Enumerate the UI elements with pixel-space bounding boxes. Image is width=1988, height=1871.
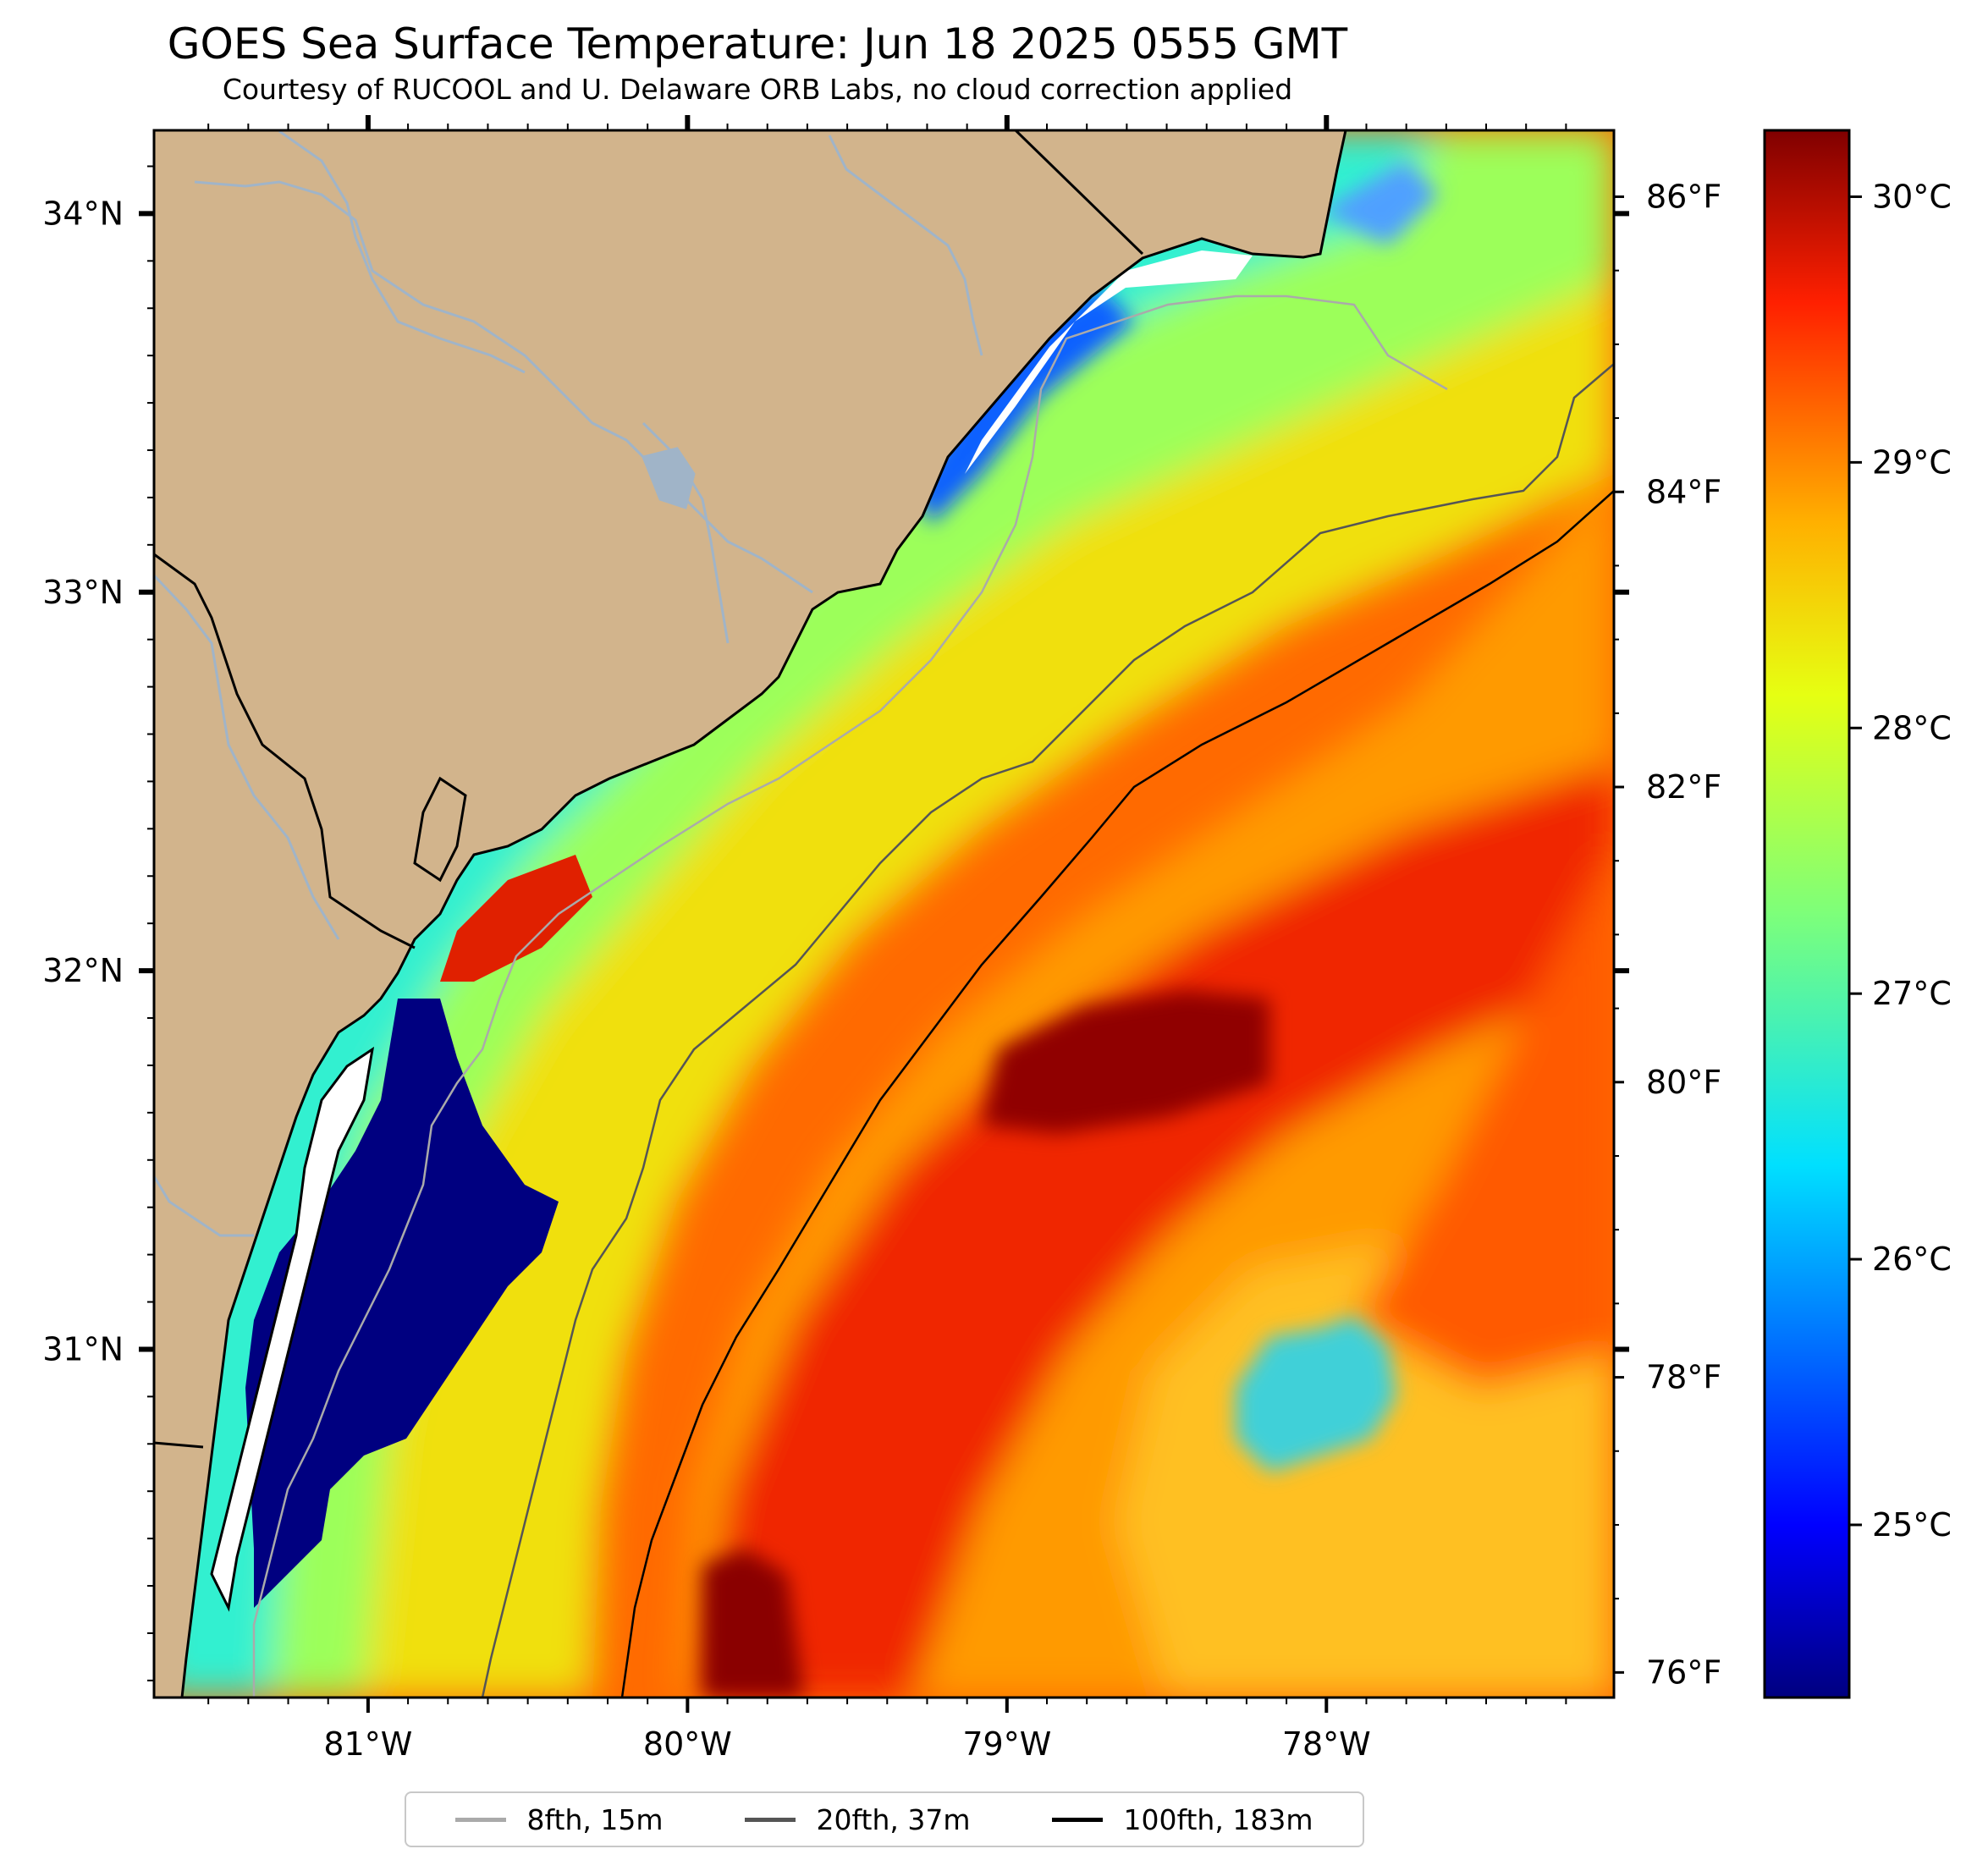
land-mass: [154, 130, 1347, 1698]
estuary: [210, 1046, 375, 1612]
colorbar-ticks: 25°C 26°C 27°C 28°C 29°C 30°C: [1849, 178, 1952, 1544]
isobath-100fth: [620, 490, 1614, 1698]
lat-tick-label: 34°N: [42, 195, 124, 232]
sst-red-nearshore: [440, 855, 592, 982]
longitude-ticks: 81°W 80°W 79°W 78°W: [207, 115, 1567, 1763]
sst-field: [154, 130, 1614, 1698]
colorbar-tick-label: 29°C: [1872, 443, 1952, 481]
f-tick-label: 86°F: [1646, 178, 1721, 215]
map-title: GOES Sea Surface Temperature: Jun 18 202…: [167, 19, 1348, 69]
lake: [641, 447, 696, 509]
boundary-sc-nc: [1014, 130, 1144, 256]
lon-tick-label: 80°W: [643, 1725, 732, 1763]
legend-label: 20fth, 37m: [816, 1802, 971, 1836]
lon-tick-label: 78°W: [1282, 1725, 1371, 1763]
boundary-fl-ga: [154, 1441, 204, 1449]
legend-item: 100fth, 183m: [1052, 1803, 1313, 1836]
sst-cold-upwelling: [245, 999, 559, 1608]
f-tick-label: 78°F: [1646, 1359, 1721, 1396]
rivers: [154, 130, 983, 1237]
f-tick-label: 80°F: [1646, 1064, 1721, 1101]
legend-item: 20fth, 37m: [745, 1803, 970, 1836]
river-5: [154, 574, 340, 940]
legend-swatch: [1052, 1817, 1104, 1822]
legend-swatch: [455, 1817, 507, 1822]
river-2: [278, 130, 526, 374]
boundary-ga-sc: [154, 553, 416, 949]
colorbar-tick-label: 25°C: [1872, 1506, 1952, 1544]
f-tick-label: 84°F: [1646, 473, 1721, 510]
sst-core-darkred: [982, 990, 1269, 1134]
sst-cold-nearshore-2: [1320, 161, 1439, 245]
map-frame: [152, 129, 1616, 1699]
fahrenheit-ticks: 76°F 78°F 80°F 82°F 84°F 86°F: [1614, 178, 1721, 1691]
lon-tick-label: 79°W: [962, 1725, 1051, 1763]
legend-swatch: [745, 1817, 796, 1822]
map-subtitle: Courtesy of RUCOOL and U. Delaware ORB L…: [222, 73, 1293, 106]
sst-east-orange: [1354, 846, 1614, 1388]
colorbar-tick-label: 28°C: [1872, 709, 1952, 746]
legend-label: 100fth, 183m: [1123, 1802, 1313, 1836]
sst-cold-eddy: [1236, 1316, 1396, 1472]
land: [154, 130, 1347, 1698]
colorbar: [1763, 129, 1851, 1699]
isobaths: [252, 294, 1614, 1698]
lon-tick-label: 81°W: [323, 1725, 412, 1763]
legend-item: 8fth, 15m: [455, 1802, 664, 1836]
isobath-8fth: [252, 294, 1448, 1698]
f-tick-label: 82°F: [1646, 768, 1721, 806]
colorbar-tick-label: 30°C: [1872, 178, 1952, 215]
colorbar-tick-label: 26°C: [1872, 1241, 1952, 1278]
colorbar-tick-label: 27°C: [1872, 975, 1952, 1012]
river-4: [828, 135, 983, 356]
isobath-20fth: [481, 363, 1614, 1698]
lat-tick-label: 32°N: [42, 952, 124, 989]
island-barrier: [413, 776, 467, 883]
latitude-ticks: 31°N 32°N 33°N 34°N: [42, 165, 1629, 1681]
sst-gulfstream-red: [694, 762, 1614, 1698]
isobath-legend: 8fth, 15m 20fth, 37m 100fth, 183m: [405, 1791, 1364, 1847]
lat-tick-label: 31°N: [42, 1330, 124, 1367]
legend-label: 8fth, 15m: [526, 1802, 664, 1836]
lat-tick-label: 33°N: [42, 574, 124, 611]
nodata-coastal-strip: [965, 250, 1253, 474]
state-boundaries: [154, 130, 1144, 1449]
river-6: [154, 1175, 254, 1237]
f-tick-label: 76°F: [1646, 1654, 1721, 1691]
sst-core-darkred-south: [702, 1549, 804, 1698]
